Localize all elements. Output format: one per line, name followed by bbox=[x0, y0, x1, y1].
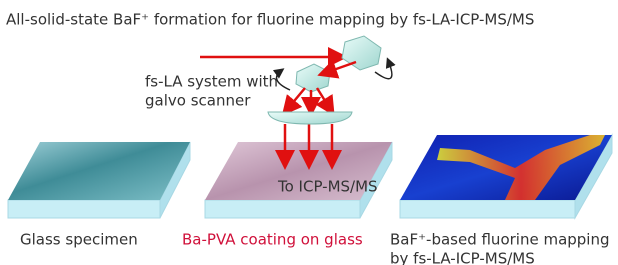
laser-beam bbox=[322, 62, 356, 74]
title: All-solid-state BaF⁺ formation for fluor… bbox=[6, 11, 534, 29]
panel-label: Ba-PVA coating on glass bbox=[182, 231, 363, 249]
outlet-label: To ICP-MS/MS bbox=[277, 178, 378, 196]
panel-label: BaF⁺-based fluorine mapping bbox=[390, 231, 610, 249]
diagram: All-solid-state BaF⁺ formation for fluor… bbox=[0, 0, 618, 265]
lens bbox=[268, 112, 352, 124]
panel-label: by fs-LA-ICP-MS/MS bbox=[390, 250, 535, 265]
rotation-arrow bbox=[277, 70, 290, 90]
map-slab bbox=[400, 135, 612, 218]
system-label: galvo scanner bbox=[145, 92, 251, 110]
glass-slab bbox=[8, 142, 190, 218]
page: {"header": {"title": "All-solid-state Ba… bbox=[0, 0, 618, 265]
panel-label: Glass specimen bbox=[20, 231, 138, 249]
galvo-mirror bbox=[296, 64, 330, 92]
system-label: fs-LA system with bbox=[145, 73, 278, 91]
